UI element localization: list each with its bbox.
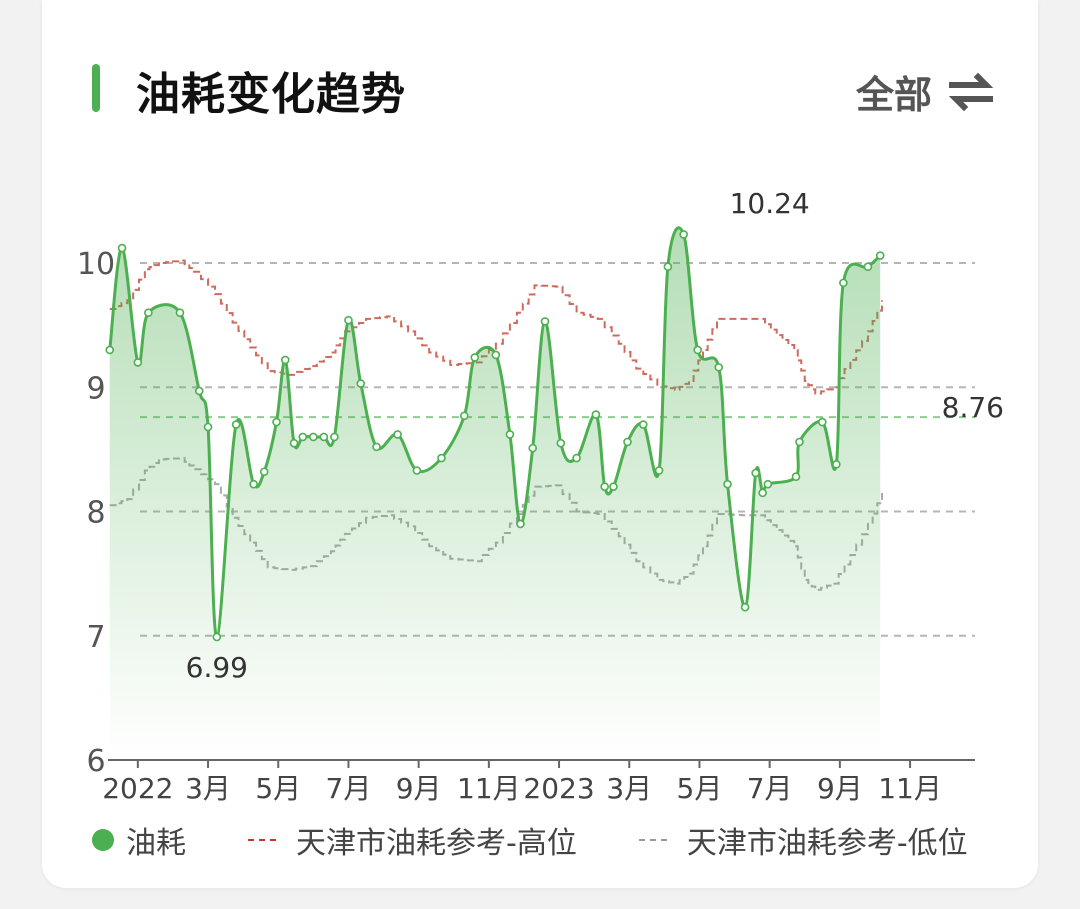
fuel-point (663, 262, 673, 272)
fuel-point (280, 355, 290, 365)
x-tick-label: 5月 (255, 772, 301, 805)
fuel-point (839, 278, 848, 288)
legend-label-fuel: 油耗 (126, 826, 186, 861)
fuel-point (875, 251, 885, 260)
fuel-point (516, 519, 525, 529)
fuel-point (758, 488, 767, 498)
fuel-point (818, 417, 827, 427)
legend-item-high[interactable]: 天津市油耗参考-高位 (248, 818, 577, 862)
fuel-point (272, 417, 281, 427)
x-tick-label: 7月 (747, 772, 793, 805)
y-tick-label: 6 (86, 744, 105, 779)
high-reference-line (109, 259, 883, 395)
fuel-point (289, 438, 299, 448)
fuel-point (117, 243, 127, 253)
x-tick-label: 2023 (523, 772, 594, 805)
fuel-point (212, 632, 222, 642)
x-tick-label: 5月 (677, 772, 723, 805)
fuel-point (638, 420, 648, 429)
fuel-point (144, 308, 153, 318)
page-title: 油耗变化趋势 (136, 69, 406, 120)
fuel-point (540, 317, 550, 326)
legend-item-low[interactable]: 天津市油耗参考-低位 (638, 818, 968, 862)
data-label: 8.76 (942, 391, 1004, 424)
legend-item-fuel[interactable]: 油耗 (92, 818, 186, 862)
fuel-point (863, 262, 873, 272)
fuel-point (203, 422, 213, 432)
x-tick-label: 3月 (606, 772, 652, 805)
legend-label-high: 天津市油耗参考-高位 (296, 826, 577, 861)
fuel-point (751, 468, 760, 478)
fuel-point (344, 315, 353, 325)
fuel-point (175, 308, 185, 318)
fuel-point (528, 443, 538, 453)
fuel-point (319, 432, 329, 442)
filter-label: 全部 (855, 73, 932, 117)
fuel-point (330, 432, 339, 442)
fuel-point (740, 602, 750, 612)
fuel-point (491, 350, 501, 360)
fuel-point (393, 430, 402, 439)
x-tick-label: 11月 (878, 772, 942, 805)
filter-toggle[interactable]: 全部 (856, 64, 994, 119)
fuel-area (109, 227, 881, 760)
fuel-point (412, 466, 422, 475)
fuel-point (105, 345, 115, 355)
y-tick-label: 9 (86, 371, 105, 406)
legend: 油耗 天津市油耗参考-高位 天津市油耗参考-低位 (92, 818, 968, 862)
x-tick-label: 9月 (817, 772, 863, 805)
fuel-point (133, 358, 143, 367)
fuel-line-series (105, 226, 885, 642)
fuel-point (259, 467, 269, 477)
fuel-point (679, 230, 688, 239)
data-label: 10.24 (730, 187, 810, 220)
fuel-point (231, 420, 241, 429)
fuel-point (693, 345, 703, 355)
fuel-point (832, 459, 841, 469)
fuel-point (356, 379, 366, 388)
fuel-point (623, 437, 632, 447)
fuel-point (556, 438, 566, 448)
x-tick-label: 11月 (457, 772, 521, 805)
fuel-point (459, 411, 469, 421)
legend-dash-red-icon (248, 839, 276, 841)
fuel-area-fill (109, 227, 881, 760)
fuel-point (572, 453, 581, 463)
y-tick-label: 7 (86, 620, 105, 655)
fuel-point (591, 410, 601, 419)
legend-label-low: 天津市油耗参考-低位 (686, 826, 968, 861)
fuel-point (600, 482, 609, 491)
fuel-point (609, 482, 618, 491)
x-tick-label: 3月 (185, 772, 231, 805)
x-tick-label: 9月 (396, 772, 442, 805)
legend-dot-icon (92, 829, 114, 851)
fuel-point (714, 363, 724, 372)
swap-arrows-icon[interactable] (948, 70, 994, 114)
fuel-point (470, 353, 480, 362)
title-accent-bar (92, 64, 100, 112)
fuel-point (791, 472, 801, 482)
fuel-point (194, 386, 204, 396)
fuel-point (249, 479, 258, 489)
fuel-point (795, 437, 804, 447)
x-tick-label: 7月 (326, 772, 372, 805)
y-tick-label: 10 (77, 247, 115, 282)
fuel-point (309, 432, 318, 442)
y-tick-label: 8 (86, 496, 105, 531)
data-labels: 10.24 6.99 8.76 (186, 187, 1004, 684)
fuel-point (372, 442, 381, 452)
legend-dash-gray-icon (638, 839, 667, 841)
fuel-point (505, 430, 515, 439)
fuel-point (654, 466, 664, 475)
fuel-point (763, 479, 773, 489)
fuel-point (437, 453, 446, 463)
fuel-point (298, 432, 308, 442)
fuel-point (723, 479, 732, 489)
data-label: 6.99 (186, 651, 248, 684)
x-tick-label: 2022 (102, 772, 173, 805)
